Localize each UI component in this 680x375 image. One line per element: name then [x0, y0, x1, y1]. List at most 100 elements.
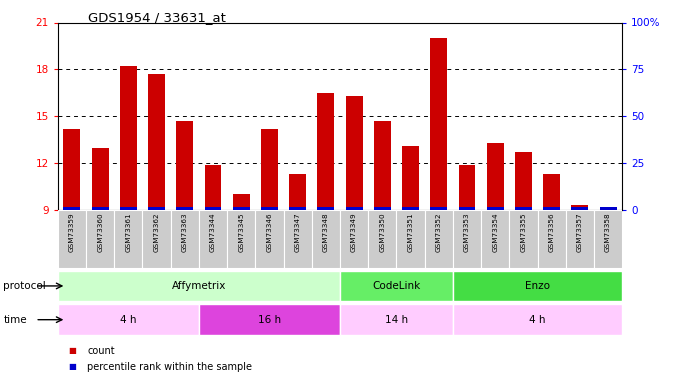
Text: GSM73356: GSM73356 — [549, 212, 555, 252]
Bar — [120, 207, 137, 210]
Bar — [340, 271, 453, 301]
Text: GDS1954 / 33631_at: GDS1954 / 33631_at — [88, 11, 226, 24]
Text: 14 h: 14 h — [385, 315, 408, 325]
Bar — [148, 207, 165, 210]
Bar — [289, 207, 306, 210]
Text: GSM73345: GSM73345 — [238, 212, 244, 252]
Text: GSM73357: GSM73357 — [577, 212, 583, 252]
Bar — [402, 146, 419, 210]
Bar — [92, 207, 109, 210]
Text: GSM73351: GSM73351 — [407, 212, 413, 252]
Bar — [205, 207, 222, 210]
Bar — [481, 210, 509, 268]
Bar — [538, 210, 566, 268]
Text: GSM73348: GSM73348 — [323, 212, 329, 252]
Text: 4 h: 4 h — [120, 315, 137, 325]
Text: ■: ■ — [68, 346, 76, 355]
Bar — [374, 207, 391, 210]
Text: GSM73358: GSM73358 — [605, 212, 611, 252]
Text: GSM73346: GSM73346 — [267, 212, 273, 252]
Bar — [199, 210, 227, 268]
Text: 4 h: 4 h — [529, 315, 546, 325]
Bar — [318, 207, 335, 210]
Bar — [58, 271, 340, 301]
Text: GSM73361: GSM73361 — [125, 212, 131, 252]
Text: GSM73352: GSM73352 — [436, 212, 442, 252]
Text: time: time — [3, 315, 27, 325]
Text: GSM73353: GSM73353 — [464, 212, 470, 252]
Text: GSM73355: GSM73355 — [520, 212, 526, 252]
Bar — [284, 210, 312, 268]
Bar — [600, 207, 617, 210]
Bar — [171, 210, 199, 268]
Text: ■: ■ — [68, 362, 76, 371]
Bar — [148, 74, 165, 210]
Bar — [58, 304, 199, 335]
Bar — [458, 165, 475, 210]
Text: GSM73349: GSM73349 — [351, 212, 357, 252]
Bar — [176, 121, 193, 210]
Bar — [86, 210, 114, 268]
Bar — [430, 38, 447, 210]
Bar — [345, 207, 362, 210]
Bar — [233, 207, 250, 210]
Bar — [114, 210, 143, 268]
Bar — [566, 210, 594, 268]
Bar — [543, 207, 560, 210]
Text: percentile rank within the sample: percentile rank within the sample — [87, 362, 252, 372]
Bar — [318, 93, 335, 210]
Bar — [143, 210, 171, 268]
Bar — [261, 207, 278, 210]
Bar — [396, 210, 425, 268]
Bar — [176, 207, 193, 210]
Bar — [543, 174, 560, 210]
Text: 16 h: 16 h — [258, 315, 281, 325]
Bar — [453, 271, 622, 301]
Text: GSM73344: GSM73344 — [210, 212, 216, 252]
Bar — [340, 210, 369, 268]
Text: CodeLink: CodeLink — [373, 281, 420, 291]
Bar — [571, 206, 588, 210]
Bar — [256, 210, 284, 268]
Bar — [487, 207, 504, 210]
Bar — [227, 210, 256, 268]
Text: GSM73354: GSM73354 — [492, 212, 498, 252]
Bar — [571, 207, 588, 210]
Bar — [58, 210, 86, 268]
Bar — [453, 304, 622, 335]
Bar — [205, 165, 222, 210]
Bar — [515, 207, 532, 210]
Text: GSM73347: GSM73347 — [294, 212, 301, 252]
Bar — [261, 129, 278, 210]
Bar — [312, 210, 340, 268]
Text: protocol: protocol — [3, 281, 46, 291]
Bar — [92, 147, 109, 210]
Bar — [600, 207, 617, 210]
Text: GSM73359: GSM73359 — [69, 212, 75, 252]
Bar — [509, 210, 538, 268]
Text: Enzo: Enzo — [525, 281, 550, 291]
Bar — [374, 121, 391, 210]
Text: GSM73362: GSM73362 — [154, 212, 160, 252]
Bar — [425, 210, 453, 268]
Bar — [515, 152, 532, 210]
Bar — [289, 174, 306, 210]
Text: Affymetrix: Affymetrix — [172, 281, 226, 291]
Bar — [402, 207, 419, 210]
Bar — [453, 210, 481, 268]
Bar — [369, 210, 396, 268]
Bar — [594, 210, 622, 268]
Text: GSM73360: GSM73360 — [97, 212, 103, 252]
Bar — [430, 207, 447, 210]
Bar — [63, 129, 80, 210]
Bar — [487, 143, 504, 210]
Bar — [340, 304, 453, 335]
Bar — [63, 207, 80, 210]
Bar — [233, 194, 250, 210]
Bar — [120, 66, 137, 210]
Text: GSM73363: GSM73363 — [182, 212, 188, 252]
Bar — [458, 207, 475, 210]
Text: count: count — [87, 346, 115, 355]
Text: GSM73350: GSM73350 — [379, 212, 386, 252]
Bar — [199, 304, 340, 335]
